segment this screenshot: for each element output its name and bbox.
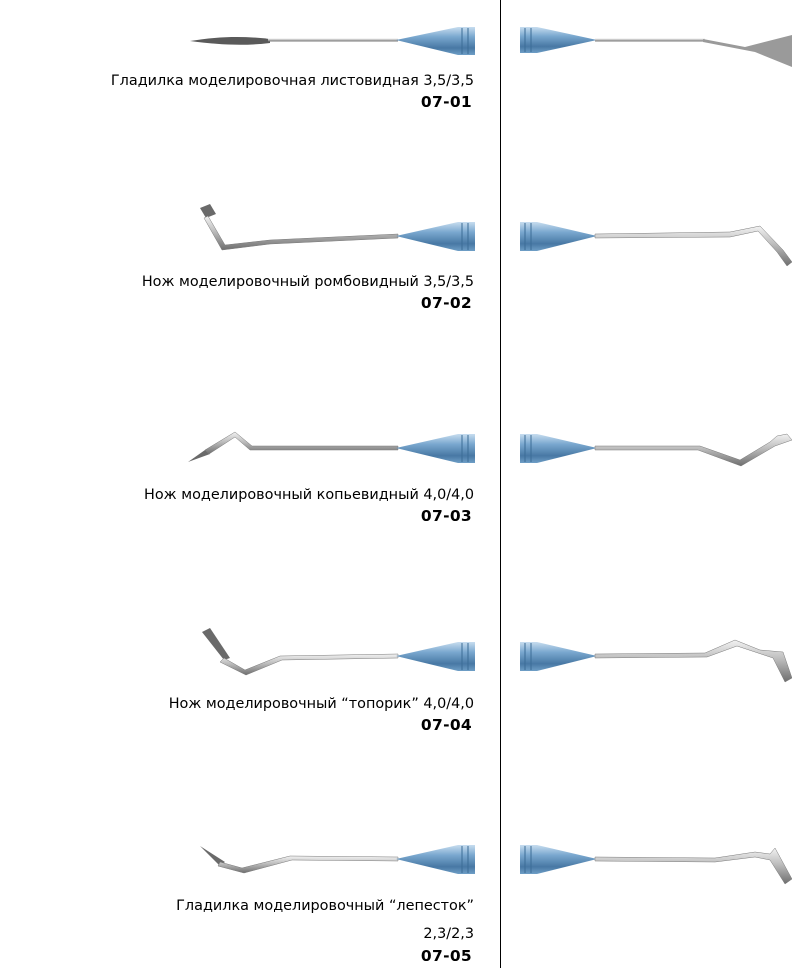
petal-spatula-icon: [200, 845, 475, 874]
instrument-07-02-left-end: [180, 200, 480, 270]
hatchet-knife-icon: [202, 628, 475, 676]
hatchet-knife-icon: [520, 639, 792, 683]
rhomboid-knife-icon: [200, 204, 475, 251]
instrument-07-05-left-end: [180, 824, 480, 894]
instrument-07-01-right-end: [515, 5, 792, 75]
instrument-07-03-left-end: [180, 412, 480, 482]
instrument-07-03-right-end: [515, 412, 792, 482]
instrument-07-04-left-end: [180, 620, 480, 690]
rhomboid-knife-icon: [520, 222, 792, 267]
product-code: 07-02: [420, 294, 472, 312]
spear-knife-icon: [188, 431, 475, 463]
product-code: 07-05: [420, 947, 472, 965]
spear-knife-icon: [520, 433, 792, 467]
instrument-07-04-right-end: [515, 620, 792, 690]
product-name: Нож моделировочный “топорик” 4,0/4,0: [168, 696, 474, 712]
petal-spatula-icon: [520, 845, 792, 885]
instrument-07-02-right-end: [515, 200, 792, 270]
product-name: Гладилка моделировочная листовидная 3,5/…: [110, 73, 474, 89]
product-name: Нож моделировочный ромбовидный 3,5/3,5: [141, 274, 474, 290]
column-divider: [500, 0, 501, 968]
bent-spatula-icon: [520, 27, 792, 67]
leaf-blade-icon: [190, 27, 475, 55]
product-code: 07-01: [420, 93, 472, 111]
product-code: 07-04: [420, 716, 472, 734]
product-name: Нож моделировочный копьевидный 4,0/4,0: [144, 487, 474, 503]
product-name-line2: 2,3/2,3: [423, 926, 474, 942]
instrument-07-05-right-end: [515, 824, 792, 894]
product-code: 07-03: [420, 507, 472, 525]
product-name-line1: Гладилка моделировочный “лепесток”: [176, 898, 474, 914]
instrument-07-01-left-end: [180, 5, 480, 75]
